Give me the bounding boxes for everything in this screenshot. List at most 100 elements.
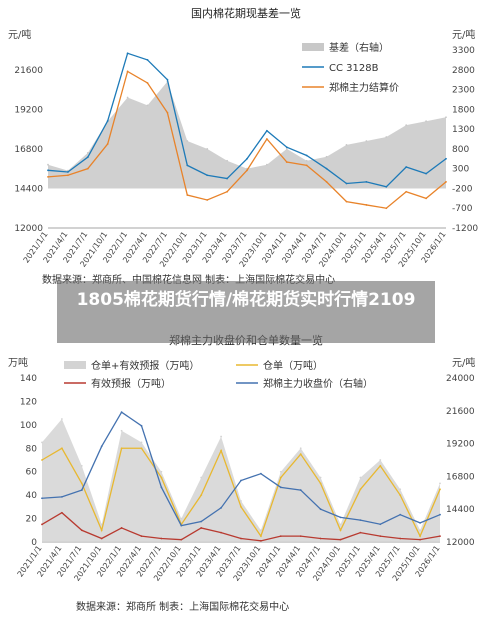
data-point [345,182,348,185]
left-tick-label: 140 [20,374,37,384]
data-point [106,119,109,122]
right-tick-label: -1200 [452,224,478,234]
data-point [285,161,288,163]
data-point [61,511,63,514]
right-tick-label: 19200 [446,440,475,450]
data-point [106,143,109,145]
legend-label: 仓单+有效预报（万吨） [91,359,199,372]
data-point [240,479,242,482]
data-point [86,156,89,159]
data-point [206,199,209,201]
data-point [419,529,421,532]
data-point [266,163,268,166]
data-point [365,204,368,206]
data-point [379,459,382,461]
data-point [41,497,43,500]
data-point [47,163,49,166]
right-tick-label: 2300 [452,86,475,96]
left-tick-label: 80 [26,444,38,454]
data-point [439,535,441,538]
data-point [319,537,322,540]
left-tick-label: 16800 [14,145,43,155]
data-point [67,174,69,177]
data-point [120,447,123,450]
data-point [146,104,149,107]
data-point [399,488,402,491]
data-point [419,538,421,541]
legend-label: 有效预报（万吨） [91,377,171,390]
left-tick-label: 21600 [14,66,43,76]
data-point [445,180,447,183]
data-point [319,508,322,511]
overlay-title: 1805棉花期货行情/棉花期货实时行情2109 [57,281,435,343]
data-point [325,155,328,158]
data-point [279,476,282,479]
data-point [319,476,322,479]
data-point [365,180,368,183]
legend-swatch [64,361,86,369]
data-point [339,516,342,519]
data-point [61,447,63,450]
data-point [86,167,89,170]
data-point [325,180,328,183]
data-point [445,157,447,160]
left-axis-unit: 元/吨 [8,28,31,41]
data-point [180,524,183,527]
data-point [206,174,209,177]
data-point [339,538,342,541]
data-point [399,494,402,497]
data-point [61,418,63,420]
data-point [140,447,143,450]
data-point [186,164,189,167]
data-point [279,486,282,489]
right-tick-label: 1300 [452,125,475,135]
right-tick-label: -700 [452,204,473,214]
data-point [160,470,163,473]
data-point [160,476,163,479]
right-tick-label: 24000 [446,374,475,384]
data-point [425,172,427,175]
data-point [246,157,248,160]
right-tick-label: 2800 [452,66,475,76]
data-point [80,529,83,532]
data-point [200,494,203,497]
left-axis-unit: 万吨 [8,356,28,369]
data-point [240,500,242,502]
data-point [359,476,362,479]
legend-label: 仓单（万吨） [263,359,323,372]
data-point [140,441,143,444]
data-point [385,136,388,138]
data-point [200,527,203,529]
legend-label: 郑棉主力收盘价（右轴） [263,377,373,390]
data-point [146,58,149,61]
data-point [166,111,169,114]
warrant-chart-panel: 郑棉主力收盘价和仓单数量一览万吨元/吨020406080100120140120… [0,306,493,626]
data-point [425,197,427,200]
data-point [345,200,348,203]
data-point [61,496,63,498]
data-point [220,506,223,509]
data-point [419,521,421,524]
right-tick-label: 3300 [452,46,475,56]
data-point [260,472,262,475]
warrant-chart: 郑棉主力收盘价和仓单数量一览万吨元/吨020406080100120140120… [8,333,475,613]
right-tick-label: 300 [452,165,469,175]
left-tick-label: 19200 [14,105,43,115]
data-point [339,523,342,526]
left-tick-label: 60 [26,468,38,478]
data-point [240,537,242,540]
data-point [365,140,368,142]
data-point [399,537,402,540]
right-tick-label: 21600 [446,407,475,417]
data-point [399,513,402,516]
data-point [325,167,328,170]
left-tick-label: 100 [20,421,37,431]
data-point [359,531,362,534]
left-tick-label: 20 [26,515,38,525]
data-point [100,537,103,540]
data-point [220,531,223,534]
legend-label: CC 3128B [329,63,379,74]
data-point [345,144,348,146]
data-point [67,171,69,173]
